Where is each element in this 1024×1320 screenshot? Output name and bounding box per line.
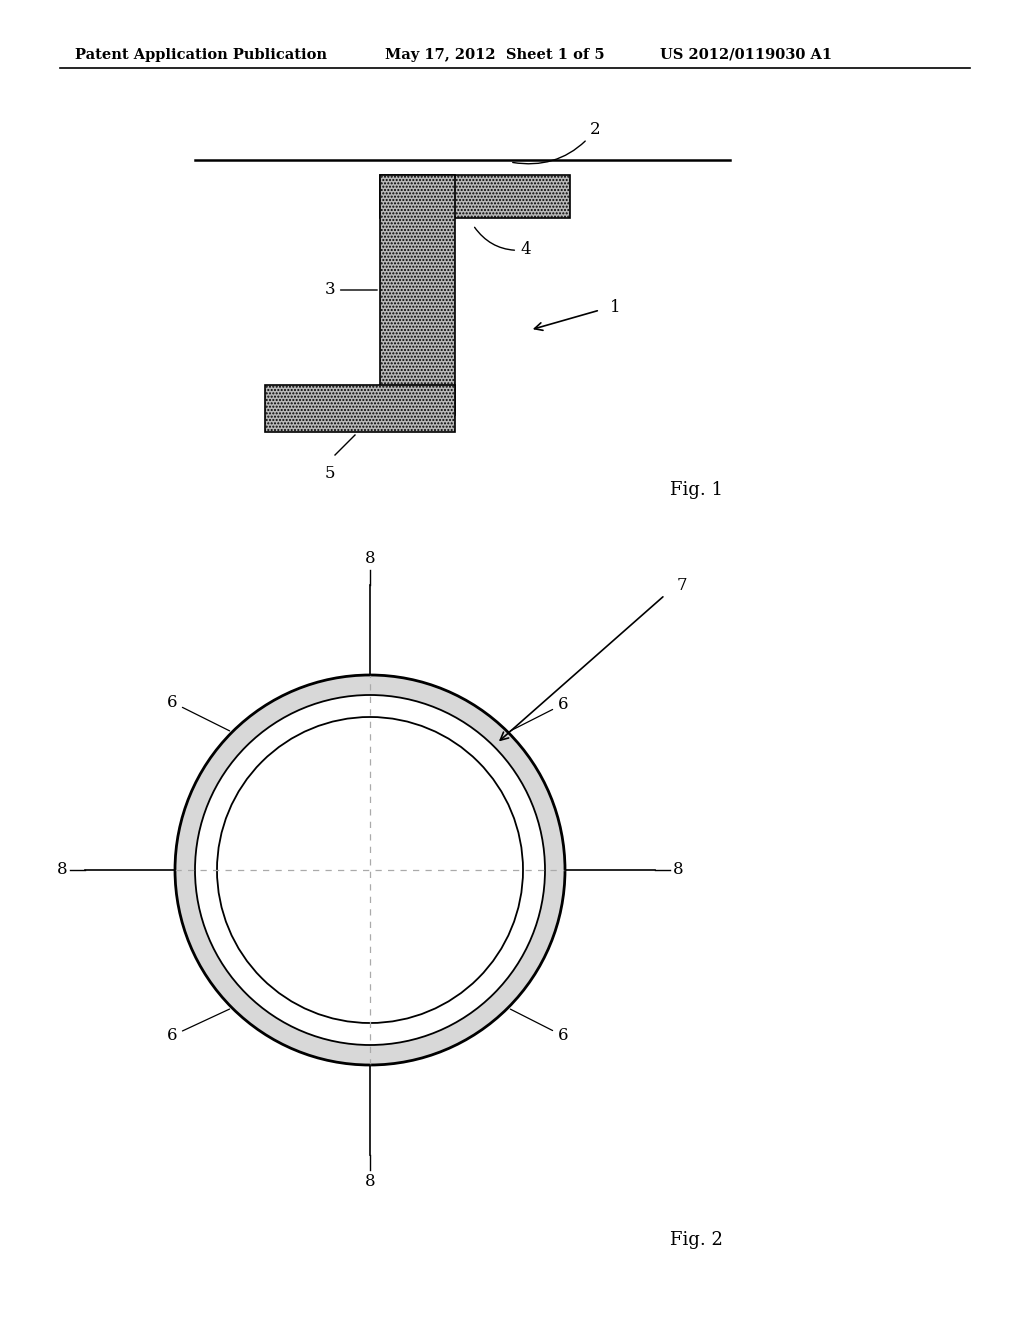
Bar bbox=[380, 176, 455, 414]
Bar bbox=[265, 385, 455, 432]
Circle shape bbox=[217, 717, 523, 1023]
Circle shape bbox=[175, 675, 565, 1065]
Text: 4: 4 bbox=[474, 227, 530, 259]
Text: 6: 6 bbox=[510, 696, 568, 731]
Text: 8: 8 bbox=[56, 862, 67, 879]
Text: 8: 8 bbox=[365, 550, 376, 568]
Text: 5: 5 bbox=[325, 465, 335, 482]
Text: 3: 3 bbox=[325, 281, 377, 298]
Text: 1: 1 bbox=[610, 300, 621, 317]
Text: 6: 6 bbox=[510, 1008, 568, 1044]
Circle shape bbox=[195, 696, 545, 1045]
Text: 6: 6 bbox=[167, 693, 229, 731]
Text: 7: 7 bbox=[677, 577, 688, 594]
Text: 8: 8 bbox=[673, 862, 684, 879]
Text: US 2012/0119030 A1: US 2012/0119030 A1 bbox=[660, 48, 833, 62]
Bar bbox=[380, 176, 570, 218]
Text: 8: 8 bbox=[365, 1173, 376, 1191]
Text: Patent Application Publication: Patent Application Publication bbox=[75, 48, 327, 62]
Text: May 17, 2012  Sheet 1 of 5: May 17, 2012 Sheet 1 of 5 bbox=[385, 48, 604, 62]
Text: 2: 2 bbox=[513, 121, 601, 164]
Text: Fig. 2: Fig. 2 bbox=[670, 1232, 723, 1249]
Text: Fig. 1: Fig. 1 bbox=[670, 480, 723, 499]
Text: 6: 6 bbox=[167, 1008, 229, 1044]
